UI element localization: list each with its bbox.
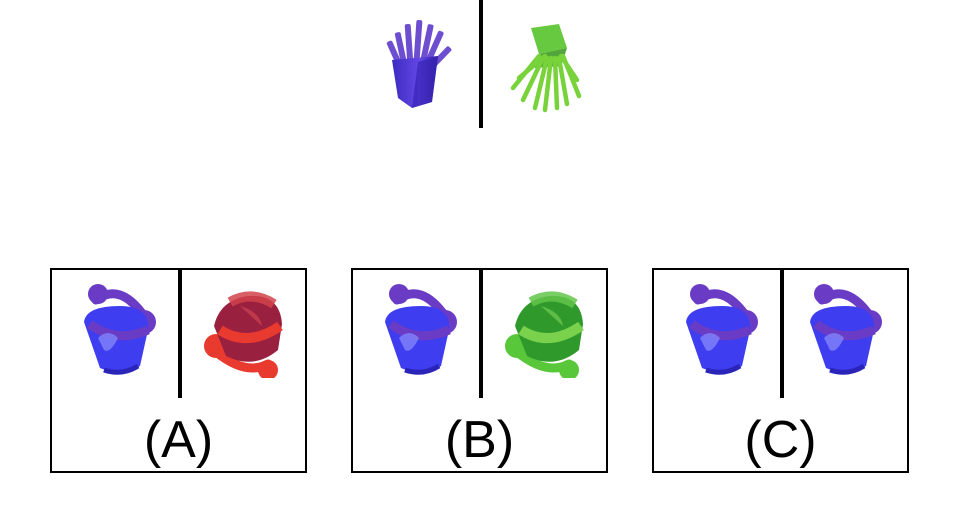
blue-bucket-icon [686,284,758,375]
purple-fries-icon [386,19,452,108]
option-c[interactable]: (C) [652,268,909,473]
green-bucket-icon [505,291,584,380]
blue-bucket-icon [810,284,882,375]
option-b[interactable]: (B) [351,268,608,473]
option-b-divider [479,270,483,398]
prompt-divider [479,0,483,128]
option-a-left [76,282,166,378]
blue-bucket-icon [385,284,457,375]
option-c-label: (C) [744,411,817,469]
option-b-right [501,282,591,380]
option-a-label: (A) [143,411,214,469]
option-c-right [802,282,892,378]
blue-bucket-icon [84,284,156,375]
option-b-label: (B) [444,411,515,469]
prompt-right-object [505,20,589,116]
prompt-left-object [382,18,466,114]
option-a-divider [178,270,182,398]
option-c-divider [780,270,784,398]
option-c-left [678,282,768,378]
red-bucket-icon [204,291,283,380]
option-a-right [200,282,290,380]
option-b-left [377,282,467,378]
option-a[interactable]: (A) [50,268,307,473]
green-fries-icon [510,24,582,113]
